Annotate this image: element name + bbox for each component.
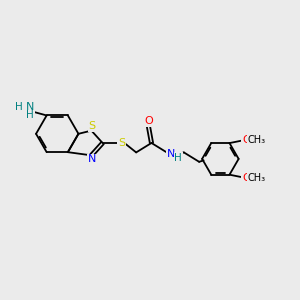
Text: N: N	[167, 148, 176, 159]
Text: S: S	[118, 138, 125, 148]
Text: CH₃: CH₃	[248, 134, 266, 145]
Text: H: H	[174, 153, 182, 163]
Text: N: N	[88, 154, 96, 164]
Text: H: H	[26, 110, 34, 120]
Text: N: N	[26, 103, 34, 112]
Text: O: O	[242, 134, 251, 145]
Text: CH₃: CH₃	[248, 173, 266, 183]
Text: O: O	[144, 116, 153, 127]
Text: S: S	[88, 122, 96, 131]
Text: O: O	[242, 173, 251, 183]
Text: H: H	[15, 103, 23, 112]
